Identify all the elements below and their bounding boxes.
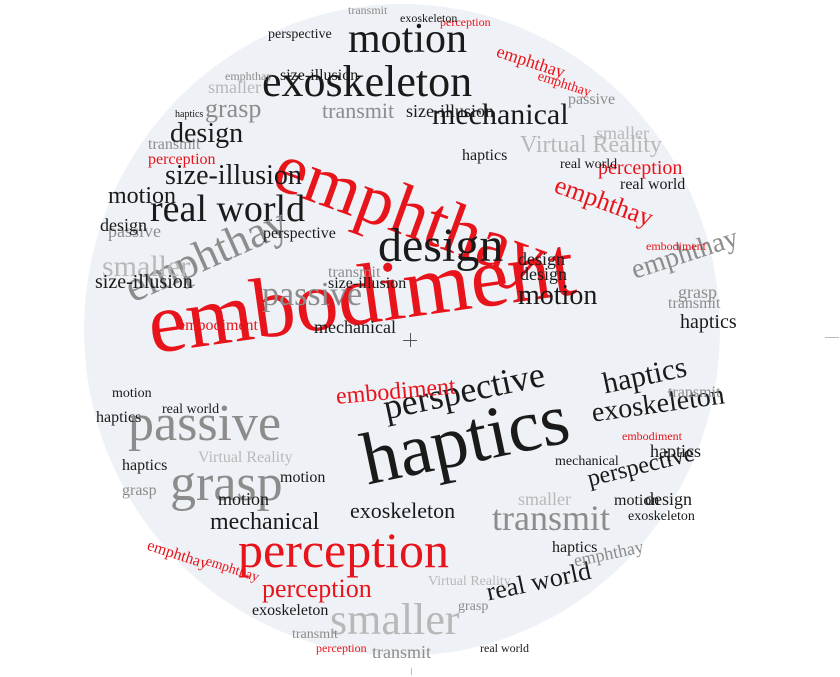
- cloud-word: transmit: [348, 3, 388, 17]
- cloud-word: passive: [128, 395, 282, 452]
- cloud-word: design: [518, 249, 565, 269]
- cloud-word: passive: [262, 276, 363, 313]
- cloud-word: transmit: [328, 264, 381, 281]
- cloud-word: grasp: [458, 599, 489, 614]
- cloud-word: exoskeleton: [628, 509, 695, 524]
- cloud-word: smaller: [330, 595, 460, 644]
- cloud-word: smaller: [518, 489, 571, 509]
- cloud-word: exoskeleton: [262, 57, 473, 106]
- cloud-word: haptics: [462, 147, 508, 164]
- cloud-word: haptics: [650, 441, 701, 461]
- cloud-word: haptics: [122, 457, 168, 474]
- cloud-word: motion: [518, 280, 598, 311]
- cloud-word: emphthay: [225, 69, 273, 83]
- cloud-word: grasp: [205, 94, 262, 123]
- cloud-word: exoskeleton: [350, 498, 456, 523]
- right-edge-marker: [825, 337, 839, 338]
- cloud-word: exoskeleton: [252, 602, 329, 619]
- cloud-word: design: [100, 215, 147, 235]
- cloud-word: motion: [218, 489, 270, 509]
- cloud-word: embodiment: [622, 429, 682, 443]
- cloud-word: transmit: [148, 136, 201, 153]
- cloud-word: embodiment: [178, 317, 258, 334]
- cloud-word: mechanical: [210, 509, 320, 535]
- crosshair-vertical: [410, 333, 411, 347]
- cloud-word: exoskeleton: [400, 11, 458, 25]
- cloud-word: passive: [568, 91, 616, 108]
- cloud-word: haptics: [680, 311, 737, 333]
- cloud-word: motion: [348, 16, 468, 62]
- cloud-word: design: [520, 264, 567, 284]
- cloud-word: size-illusion: [280, 67, 359, 84]
- cloud-word: motion: [614, 492, 660, 509]
- cloud-word: mechanical: [432, 98, 569, 131]
- cloud-word: real world: [560, 157, 618, 172]
- cloud-word: real world: [480, 641, 529, 655]
- cloud-word: perception: [148, 151, 216, 168]
- cloud-word: size-illusion: [165, 160, 302, 191]
- bottom-edge-marker: [411, 668, 412, 675]
- cloud-word: passive: [108, 221, 161, 241]
- cloud-word: perception: [316, 641, 367, 655]
- cloud-word: transmit: [372, 642, 431, 662]
- cloud-word: perception: [598, 157, 683, 179]
- cloud-word: size-illusion: [406, 101, 494, 121]
- cloud-word: transmit: [322, 98, 395, 123]
- word-cloud-disc: [84, 4, 720, 656]
- cloud-word: Virtual Reality: [428, 574, 511, 589]
- cloud-word: haptics: [96, 409, 142, 426]
- cloud-word: size-illusion: [328, 275, 407, 292]
- cloud-word: design: [645, 489, 692, 509]
- cloud-word: perception: [440, 15, 491, 29]
- cloud-word: smaller: [102, 250, 191, 283]
- cloud-word: motion: [108, 183, 177, 209]
- cloud-word: grasp: [678, 282, 717, 302]
- cloud-word: motion: [112, 386, 152, 401]
- cloud-word: smaller: [596, 123, 649, 143]
- cloud-word: perception: [262, 574, 372, 603]
- cloud-word: transmit: [292, 627, 338, 642]
- cloud-word: grasp: [170, 455, 283, 512]
- cloud-word: real world: [620, 176, 686, 193]
- cloud-word: real world: [162, 402, 220, 417]
- cloud-word: transmit: [668, 295, 721, 312]
- cloud-word: motion: [280, 469, 326, 486]
- cloud-word: haptics: [175, 109, 204, 120]
- cloud-word: transmit: [492, 498, 610, 538]
- cloud-word: size-illusion: [95, 271, 193, 293]
- cloud-word: haptics: [552, 539, 598, 556]
- cloud-word: Virtual Reality: [520, 132, 662, 158]
- cloud-word: transmit: [668, 384, 721, 401]
- cloud-word: perspective: [268, 27, 332, 42]
- cloud-word: perception: [238, 522, 450, 578]
- cloud-word: mechanical: [555, 454, 619, 469]
- cloud-word: embodiment: [646, 239, 706, 253]
- cloud-word: grasp: [122, 482, 157, 499]
- cloud-word: perspective: [263, 225, 336, 242]
- cloud-word: mechanical: [314, 317, 396, 337]
- cloud-word: design: [378, 219, 504, 272]
- cloud-word: Virtual Reality: [198, 449, 293, 466]
- cloud-word: design: [170, 118, 244, 149]
- cloud-word: real world: [150, 188, 306, 230]
- cloud-word: smaller: [208, 77, 261, 97]
